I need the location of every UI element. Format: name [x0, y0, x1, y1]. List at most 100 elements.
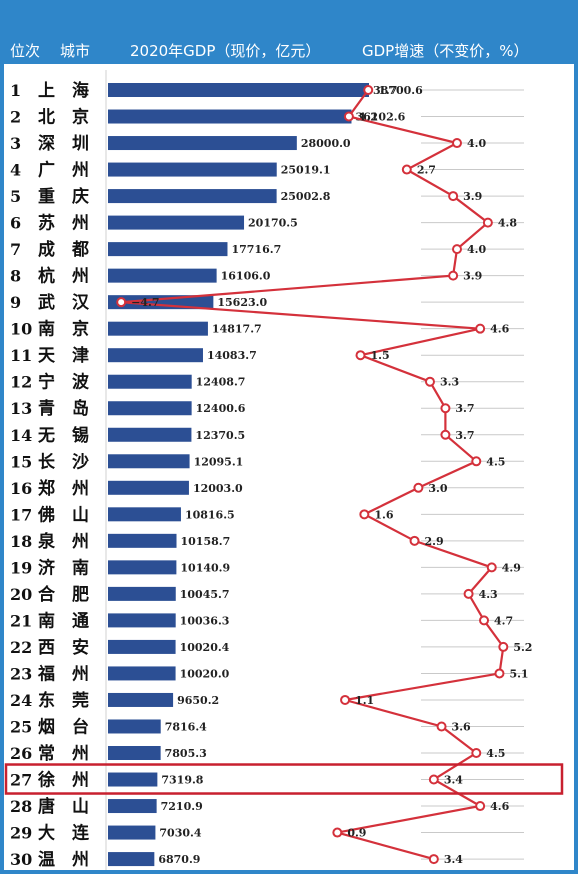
gdp-bar: [108, 427, 192, 442]
gdp-value-label: 10036.3: [180, 614, 230, 627]
gdp-bar: [108, 746, 161, 760]
growth-point: [498, 641, 509, 652]
rank-label: 9: [10, 293, 21, 312]
gdp-value-label: 20170.5: [248, 217, 298, 230]
growth-value-label: 3.7: [455, 429, 474, 442]
gdp-value-label: 15623.0: [217, 296, 267, 309]
growth-point: [448, 270, 459, 281]
gdp-bar: [108, 401, 192, 416]
city-label: 泉 州: [37, 531, 89, 552]
gdp-bar: [108, 639, 176, 654]
city-label: 宁 波: [38, 372, 90, 393]
gdp-bar: [108, 799, 157, 814]
growth-point: [355, 350, 366, 361]
growth-value-label: 3.9: [463, 190, 482, 203]
rank-label: 17: [10, 505, 32, 524]
gdp-bar: [108, 348, 203, 363]
growth-point: [332, 827, 343, 838]
growth-point: [486, 562, 497, 573]
gdp-value-label: 7030.4: [159, 827, 201, 840]
gdp-value-label: 12408.7: [196, 376, 246, 389]
growth-line: [121, 89, 505, 861]
gdp-bar: [108, 772, 158, 787]
gdp-bar: [108, 692, 174, 707]
growth-value-label: 4.5: [486, 455, 505, 468]
gdp-value-label: 17716.7: [231, 243, 281, 256]
gdp-value-label: 6870.9: [158, 853, 200, 866]
rank-label: 11: [10, 346, 32, 365]
city-label: 深 圳: [38, 133, 89, 154]
growth-value-label: 1.5: [371, 349, 390, 362]
city-label: 南 通: [38, 610, 89, 631]
growth-value-label: 4.8: [498, 217, 517, 230]
growth-point: [116, 297, 127, 308]
rank-label: 29: [10, 824, 32, 843]
rank-label: 15: [10, 452, 32, 471]
growth-value-label: 4.0: [467, 137, 486, 150]
growth-point: [363, 85, 374, 95]
growth-value-label: 1.2: [359, 111, 378, 124]
rank-label: 27: [10, 771, 32, 790]
city-label: 佛 山: [37, 504, 89, 525]
city-label: 郑 州: [38, 478, 89, 499]
gdp-value-label: 10816.5: [185, 508, 235, 521]
gdp-bar: [108, 533, 177, 548]
growth-value-label: 0.9: [347, 827, 366, 840]
city-label: 苏 州: [38, 213, 89, 234]
growth-point: [343, 111, 354, 122]
city-column-header: 城市: [60, 42, 91, 60]
growth-point: [471, 456, 482, 467]
city-label: 大 连: [38, 823, 90, 844]
gdp-value-label: 7210.9: [161, 800, 203, 813]
gdp-bar: [108, 189, 277, 204]
growth-point: [479, 615, 490, 626]
gdp-value-label: 10020.0: [180, 667, 230, 680]
growth-value-label: −4.7: [131, 296, 159, 309]
city-label: 上 海: [38, 80, 89, 101]
rank-label: 25: [10, 717, 32, 736]
city-label: 成 都: [38, 239, 89, 260]
city-label: 杭 州: [38, 266, 89, 287]
growth-point: [471, 748, 482, 758]
rank-label: 20: [10, 585, 32, 604]
rank-label: 16: [10, 479, 32, 498]
gdp-bar: [108, 480, 189, 495]
growth-point: [424, 376, 435, 387]
growth-point: [440, 403, 451, 414]
rank-label: 13: [10, 399, 32, 418]
growth-point: [428, 854, 439, 865]
gdp-value-label: 12095.1: [194, 455, 244, 468]
gdp-bar: [108, 83, 369, 97]
rank-label: 26: [10, 744, 32, 763]
growth-point: [475, 323, 486, 334]
gdp-value-label: 25002.8: [281, 190, 331, 203]
rank-label: 6: [10, 214, 21, 233]
rank-label: 3: [10, 134, 21, 153]
gdp-bar: [108, 215, 245, 230]
city-label: 常 州: [38, 743, 89, 764]
gdp-value-label: 16106.0: [221, 270, 271, 283]
gdp-bar: [108, 586, 176, 601]
growth-value-label: 4.7: [494, 614, 513, 627]
growth-value-label: 4.6: [490, 323, 509, 336]
gdp-bar: [108, 162, 277, 177]
rank-label: 23: [10, 664, 32, 683]
gdp-bar: [108, 719, 161, 734]
growth-point: [340, 694, 351, 705]
city-label: 南 京: [38, 319, 89, 340]
rank-label: 19: [10, 558, 32, 577]
rank-label: 1: [10, 81, 21, 100]
city-label: 广 州: [38, 160, 89, 181]
gdp-value-label: 10158.7: [181, 535, 231, 548]
city-label: 唐 山: [38, 796, 89, 817]
city-label: 天 津: [38, 345, 89, 366]
growth-point: [401, 164, 412, 175]
city-label: 烟 台: [38, 716, 89, 737]
growth-value-label: 1.7: [378, 84, 397, 97]
city-label: 温 州: [38, 850, 89, 870]
rank-label: 18: [10, 532, 32, 551]
growth-point: [448, 191, 459, 202]
growth-point: [436, 721, 447, 732]
